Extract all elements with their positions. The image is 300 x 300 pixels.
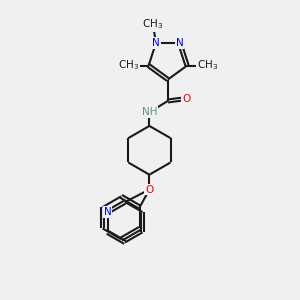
Text: N: N [152,38,160,48]
Text: CH$_3$: CH$_3$ [142,18,164,32]
Text: CH$_3$: CH$_3$ [118,59,139,73]
Text: O: O [145,184,154,194]
Text: N: N [104,207,111,217]
Text: O: O [182,94,190,103]
Text: CH$_3$: CH$_3$ [197,59,218,73]
Text: N: N [176,38,184,48]
Text: NH: NH [142,107,157,117]
